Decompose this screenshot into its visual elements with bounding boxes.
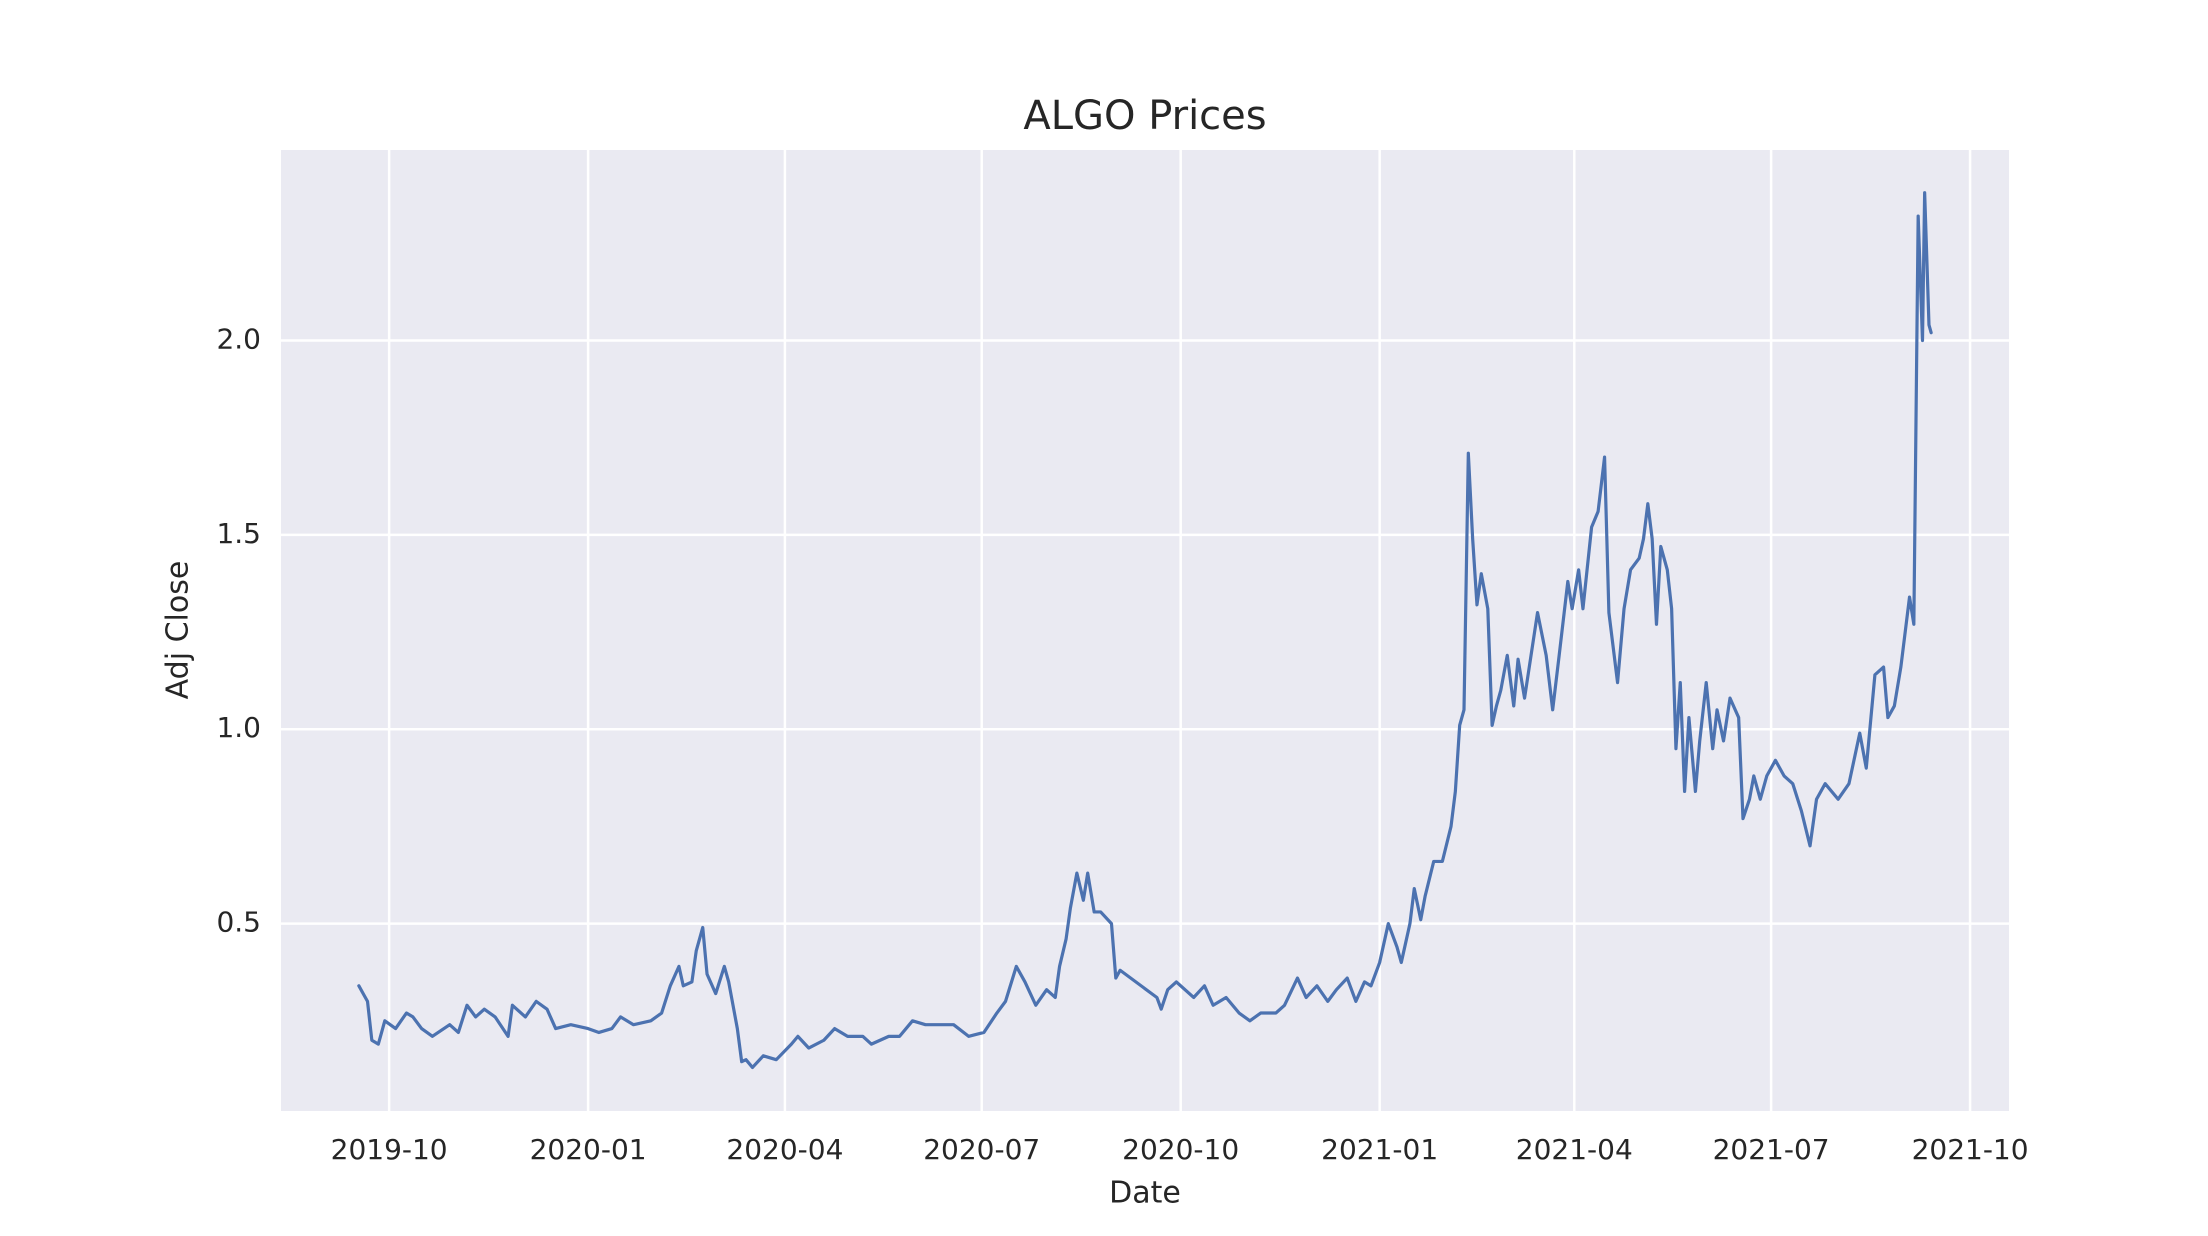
x-tick-label: 2021-01 [1321,1133,1438,1166]
x-axis-label: Date [1109,1176,1181,1211]
labels: 0.5 1.0 1.5 2.0 2019-10 2020-01 2020-04 2020-07… [216,322,2028,1166]
y-tick-label: 2.0 [216,322,261,355]
price-line [357,191,1933,1070]
x-tick-label: 2021-04 [1516,1133,1633,1166]
x-tick-label: 2020-07 [923,1133,1040,1166]
x-tick-label: 2020-01 [530,1133,647,1166]
y-tick-label: 1.0 [216,711,261,744]
x-tick-label: 2021-07 [1713,1133,1830,1166]
y-tick-label: 1.5 [216,517,261,550]
y-tick-label: 0.5 [216,906,261,939]
y-axis-label: Adj Close [161,561,196,700]
x-tick-label: 2021-10 [1912,1133,2029,1166]
x-tick-label: 2020-10 [1122,1133,1239,1166]
grid [281,150,2009,1111]
x-tick-label: 2020-04 [726,1133,843,1166]
plot-area [281,150,2009,1111]
marks [357,191,1933,1070]
x-tick-label: 2019-10 [331,1133,448,1166]
chart-title: ALGO Prices [1023,93,1266,139]
